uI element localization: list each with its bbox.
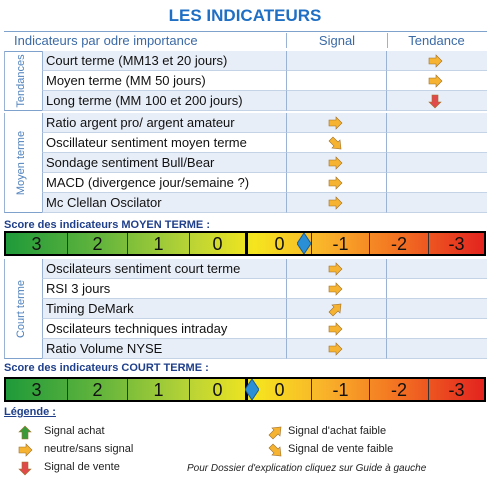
- title: LES INDICATEURS: [168, 6, 322, 25]
- score-value: 3: [6, 379, 68, 400]
- trend-cell: [386, 113, 487, 133]
- trend-cell: [386, 153, 487, 173]
- trend-cell: [386, 133, 487, 153]
- arrow-icon: [328, 156, 343, 171]
- legend-item: Signal d'achat faible: [288, 425, 387, 437]
- score-value: 0: [248, 379, 312, 400]
- arrow-icon: [268, 443, 283, 458]
- indicator-row: Sondage sentiment Bull/Bear: [42, 153, 286, 173]
- arrow-icon: [428, 54, 443, 69]
- trend-cell: [386, 319, 487, 339]
- trend-cell: [386, 193, 487, 213]
- score-value: 0: [190, 379, 248, 400]
- indicator-row: Oscilateurs sentiment court terme: [42, 259, 286, 279]
- arrow-icon: [328, 322, 343, 337]
- trend-cell: [386, 339, 487, 359]
- indicator-row: Ratio Volume NYSE: [42, 339, 286, 359]
- header-signal: Signal: [286, 33, 388, 48]
- score-gauge: 3 2 1 0 0 -1 -2 -3: [4, 377, 486, 402]
- header-trend: Tendance: [408, 33, 465, 48]
- score-value: 1: [128, 379, 190, 400]
- signal-cell: [286, 71, 386, 91]
- score-value: -3: [448, 234, 465, 254]
- legend-title: Légende :: [4, 406, 56, 418]
- score-value: -1: [312, 379, 370, 400]
- signal-cell: [286, 91, 386, 111]
- arrow-icon: [328, 302, 343, 317]
- signal-cell: [286, 51, 386, 71]
- trend-cell: [386, 279, 487, 299]
- score-value: -3: [448, 380, 465, 400]
- score-title: Score des indicateurs COURT TERME :: [4, 362, 209, 374]
- score-marker: [296, 232, 312, 255]
- indicator-row: Oscillateur sentiment moyen terme: [42, 133, 286, 153]
- arrow-icon: [18, 425, 33, 440]
- trend-cell: [386, 259, 487, 279]
- score-value: 1: [128, 233, 190, 254]
- score-gauge: 3 2 1 0 0 -1 -2 -3: [4, 231, 486, 256]
- legend-item: Signal de vente faible: [288, 443, 394, 455]
- trend-cell: [386, 299, 487, 319]
- arrow-icon: [328, 196, 343, 211]
- header-indicators: Indicateurs par odre importance: [14, 33, 198, 48]
- section-label: Court terme: [15, 279, 27, 339]
- section-label: Moyen terme: [15, 130, 27, 196]
- arrow-icon: [328, 116, 343, 131]
- score-title: Score des indicateurs MOYEN TERME :: [4, 219, 210, 231]
- indicator-row: Timing DeMark: [42, 299, 286, 319]
- score-value: -1: [312, 233, 370, 254]
- arrow-icon: [328, 282, 343, 297]
- trend-cell: [386, 173, 487, 193]
- indicator-row: Mc Clellan Oscilator: [42, 193, 286, 213]
- arrow-icon: [268, 425, 283, 440]
- score-value: 0: [190, 233, 248, 254]
- indicator-row: MACD (divergence jour/semaine ?): [42, 173, 286, 193]
- score-value: 0: [248, 233, 312, 254]
- indicator-row: Ratio argent pro/ argent amateur: [42, 113, 286, 133]
- score-value: -2: [370, 233, 429, 254]
- arrow-icon: [18, 461, 33, 476]
- arrow-icon: [428, 74, 443, 89]
- section-label: Tendances: [15, 54, 27, 108]
- score-value: 2: [68, 233, 128, 254]
- legend-item: Signal achat: [44, 425, 105, 437]
- arrow-icon: [328, 342, 343, 357]
- indicator-row: RSI 3 jours: [42, 279, 286, 299]
- score-marker: [244, 378, 260, 401]
- score-value: 3: [6, 233, 68, 254]
- indicator-row: Moyen terme (MM 50 jours): [42, 71, 286, 91]
- indicator-row: Court terme (MM13 et 20 jours): [42, 51, 286, 71]
- score-value: -2: [370, 379, 429, 400]
- legend-note: Pour Dossier d'explication cliquez sur G…: [187, 463, 427, 474]
- arrow-icon: [328, 262, 343, 277]
- legend-item: Signal de vente: [44, 461, 120, 473]
- indicator-row: Long terme (MM 100 et 200 jours): [42, 91, 286, 111]
- legend-item: neutre/sans signal: [44, 443, 134, 455]
- indicator-row: Oscilateurs techniques intraday: [42, 319, 286, 339]
- arrow-icon: [428, 94, 443, 109]
- arrow-icon: [328, 136, 343, 151]
- score-value: 2: [68, 379, 128, 400]
- arrow-icon: [328, 176, 343, 191]
- arrow-icon: [18, 443, 33, 458]
